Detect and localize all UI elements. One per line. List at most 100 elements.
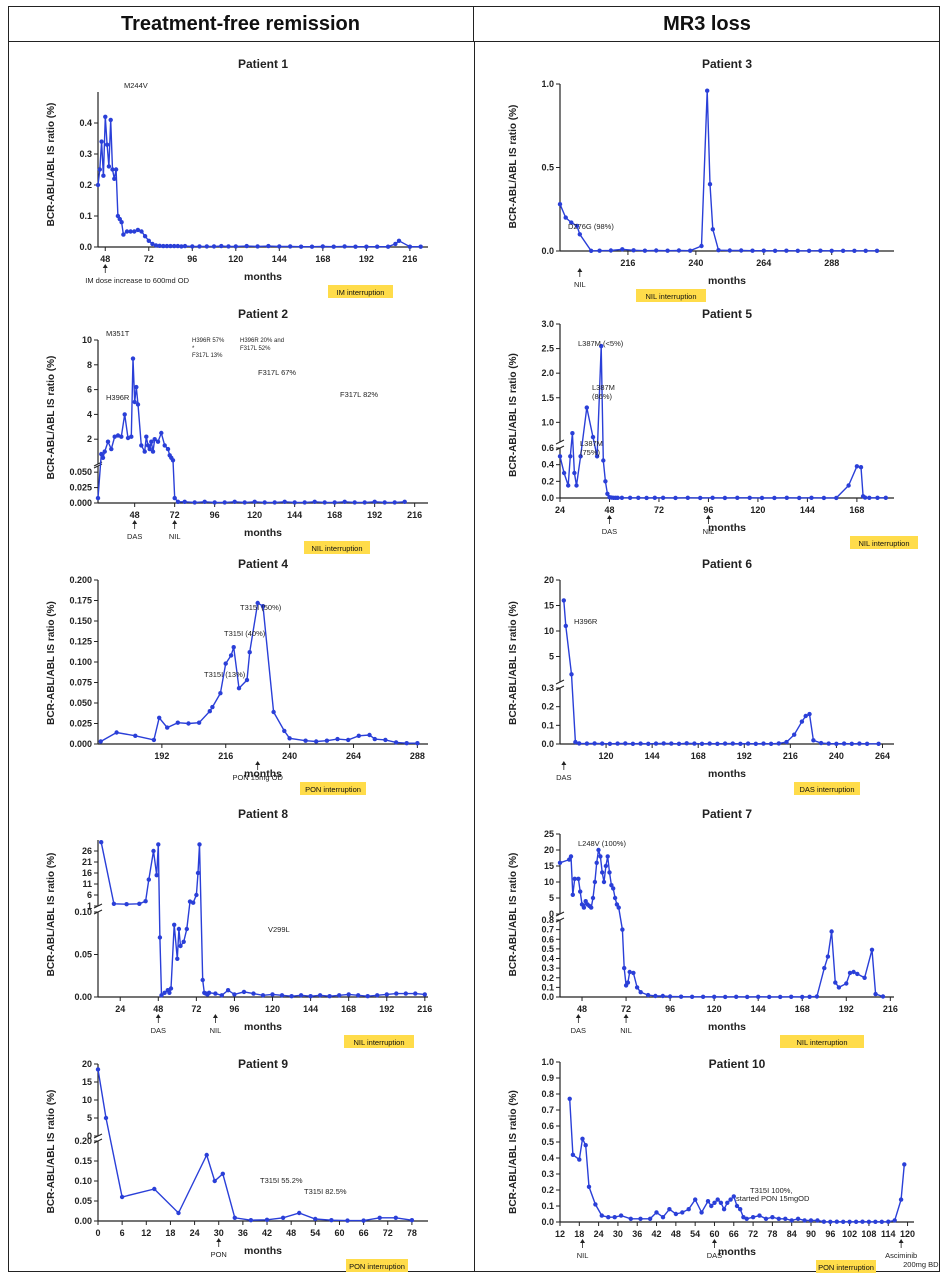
event-arrow-head bbox=[580, 1239, 586, 1243]
y-tick-label: 0.4 bbox=[541, 460, 554, 470]
y-tick-label: 15 bbox=[544, 861, 554, 871]
data-point bbox=[375, 244, 380, 249]
event-label: NIL bbox=[169, 532, 181, 541]
data-point bbox=[159, 993, 164, 998]
data-point bbox=[168, 243, 173, 249]
data-point bbox=[660, 495, 666, 500]
mutation-label: V299L bbox=[268, 925, 290, 934]
mutation-label: D276G (98%) bbox=[568, 222, 614, 231]
data-point bbox=[784, 739, 789, 745]
data-point bbox=[302, 500, 307, 505]
data-point bbox=[761, 248, 766, 253]
data-point bbox=[789, 994, 794, 999]
data-point bbox=[858, 465, 864, 470]
data-point bbox=[627, 969, 632, 975]
data-point bbox=[860, 1219, 865, 1224]
data-point bbox=[244, 243, 249, 249]
event-arrow-head bbox=[102, 264, 108, 268]
data-point bbox=[135, 402, 141, 407]
data-point bbox=[759, 495, 765, 501]
y-tick-label: 0.5 bbox=[541, 163, 554, 173]
data-point bbox=[829, 929, 834, 934]
x-tick-label: 144 bbox=[751, 1004, 766, 1014]
data-point bbox=[710, 227, 715, 232]
data-point bbox=[152, 437, 157, 442]
x-tick-label: 72 bbox=[748, 1229, 758, 1239]
data-point bbox=[799, 719, 805, 724]
y-tick-label: 2 bbox=[87, 434, 92, 444]
x-tick-label: 120 bbox=[265, 1004, 280, 1014]
data-point bbox=[673, 495, 678, 501]
data-point bbox=[335, 736, 340, 742]
y-tick-label: 0.7 bbox=[541, 925, 554, 935]
y-tick-label: 0.0 bbox=[541, 246, 554, 256]
data-point bbox=[255, 600, 260, 606]
event-arrow-head bbox=[711, 1239, 717, 1243]
data-point bbox=[722, 741, 728, 746]
data-point bbox=[692, 741, 697, 746]
data-point bbox=[332, 500, 337, 505]
x-tick-label: 72 bbox=[144, 254, 154, 264]
data-point bbox=[623, 741, 628, 746]
x-tick-label: 90 bbox=[806, 1229, 816, 1239]
data-point bbox=[800, 994, 805, 1000]
interruption-label: IM interruption bbox=[337, 288, 385, 297]
x-tick-label: 72 bbox=[654, 505, 664, 515]
data-point bbox=[298, 244, 304, 249]
data-point bbox=[170, 458, 176, 463]
data-point bbox=[818, 740, 824, 746]
x-tick-label: 18 bbox=[165, 1228, 175, 1238]
y-axis-label: BCR-ABL/ABL IS ratio (%) bbox=[508, 1090, 519, 1214]
x-tick-label: 144 bbox=[272, 254, 287, 264]
y-tick-label: 20 bbox=[82, 1059, 92, 1069]
event-label: NIL bbox=[574, 280, 586, 289]
data-point bbox=[196, 720, 202, 725]
data-point bbox=[342, 499, 347, 504]
data-point bbox=[873, 991, 878, 997]
data-point bbox=[797, 495, 802, 501]
y-tick-label: 0.0 bbox=[79, 242, 92, 252]
data-point bbox=[622, 965, 627, 971]
data-point bbox=[808, 1218, 814, 1223]
data-point bbox=[578, 454, 583, 459]
y-tick-label: 20 bbox=[544, 575, 554, 585]
x-tick-label: 240 bbox=[829, 751, 844, 761]
x-tick-label: 48 bbox=[100, 254, 110, 264]
data-point bbox=[345, 1218, 350, 1223]
data-point bbox=[745, 994, 750, 1000]
y-tick-label: 15 bbox=[82, 1077, 92, 1087]
data-point bbox=[103, 114, 108, 119]
mutation-label: L387M bbox=[580, 439, 603, 448]
x-tick-label: 72 bbox=[191, 1004, 201, 1014]
data-point bbox=[768, 741, 774, 746]
y-axis-label: BCR-ABL/ABL IS ratio (%) bbox=[46, 601, 57, 725]
data-point bbox=[567, 857, 572, 862]
data-point bbox=[590, 434, 596, 440]
data-point bbox=[159, 430, 164, 436]
x-tick-label: 264 bbox=[756, 258, 771, 268]
data-point bbox=[807, 711, 812, 717]
data-point bbox=[569, 220, 574, 225]
data-point bbox=[364, 244, 369, 249]
data-point bbox=[219, 243, 224, 249]
y-tick-label: 0.100 bbox=[69, 657, 92, 667]
x-tick-label: 30 bbox=[214, 1228, 224, 1238]
y-tick-label: 0.1 bbox=[541, 720, 554, 730]
data-point bbox=[601, 879, 607, 885]
data-point bbox=[175, 243, 180, 249]
x-tick-label: 18 bbox=[574, 1229, 584, 1239]
y-tick-label: 0.1 bbox=[541, 1201, 554, 1211]
x-tick-label: 192 bbox=[839, 1004, 854, 1014]
data-point bbox=[600, 741, 605, 746]
data-point bbox=[298, 993, 304, 998]
data-point bbox=[707, 741, 712, 746]
data-point bbox=[667, 994, 673, 999]
y-tick-label: 0.175 bbox=[69, 596, 92, 606]
x-tick-label: 168 bbox=[849, 505, 864, 515]
interruption-label: NIL interruption bbox=[354, 1038, 405, 1047]
data-point bbox=[195, 870, 201, 876]
data-point bbox=[806, 248, 812, 253]
data-point bbox=[313, 1216, 318, 1222]
data-point bbox=[862, 495, 868, 500]
data-point bbox=[99, 451, 104, 457]
